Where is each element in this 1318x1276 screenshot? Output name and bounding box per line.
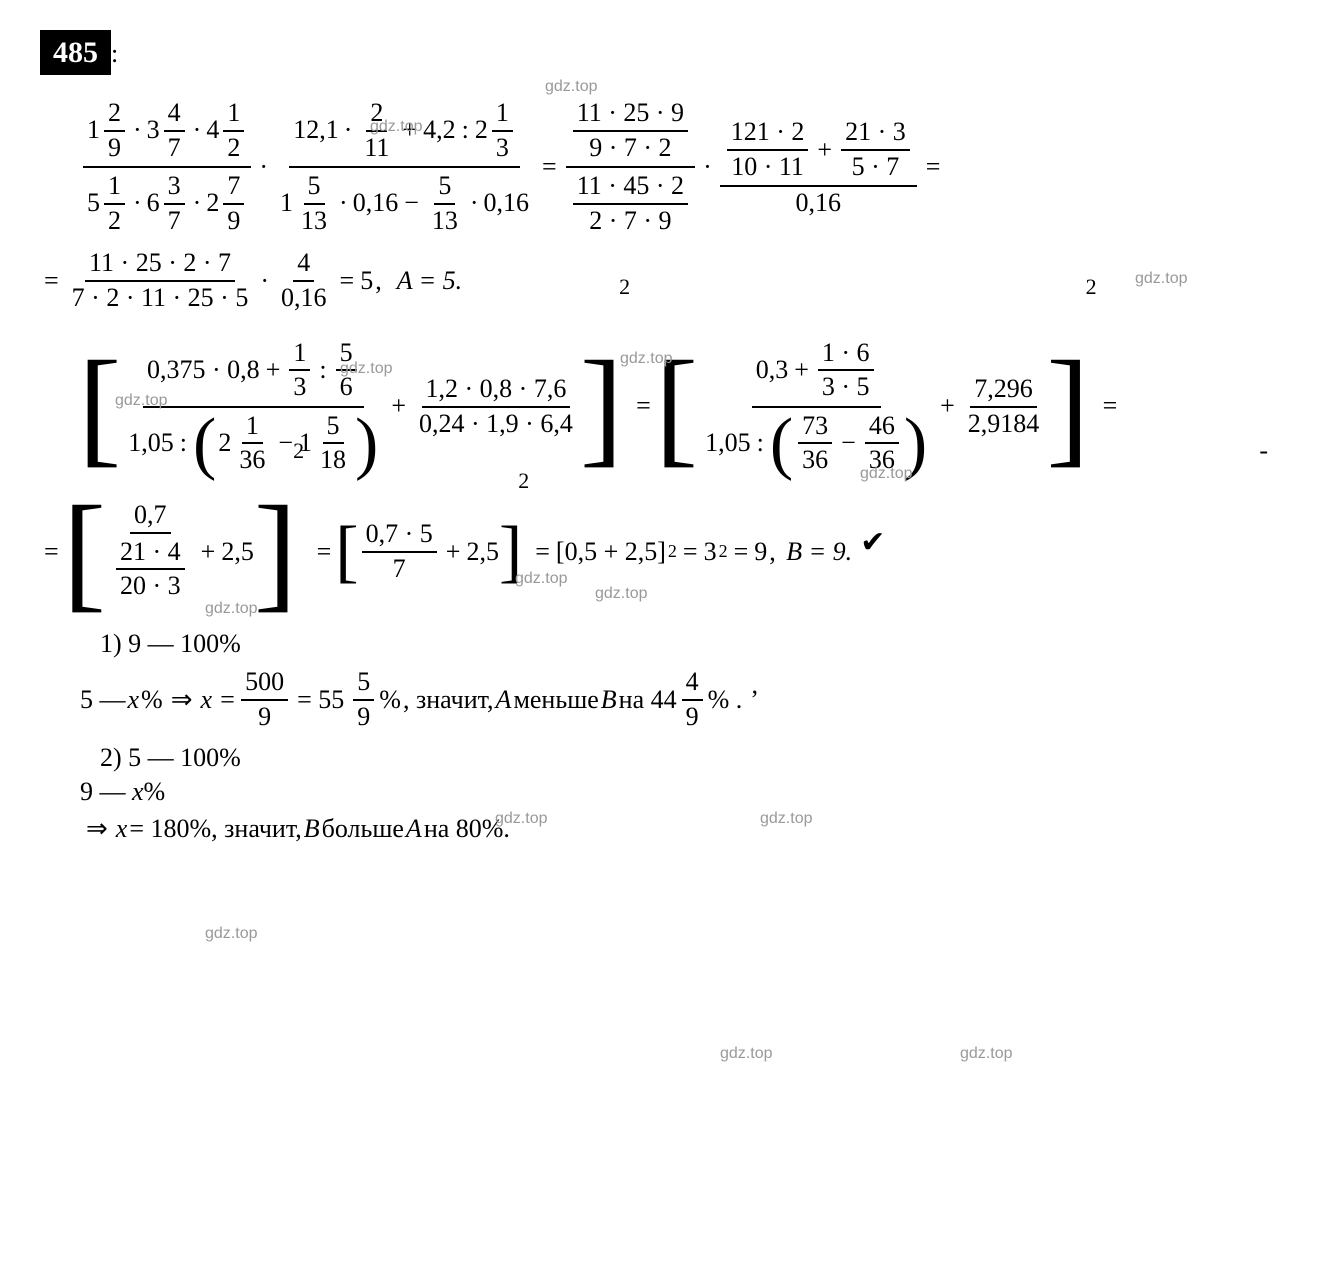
equation-line-1: 129 · 347 · 412 512 · 637 · 279 · 12,1· … [80,95,1278,239]
answer-1a: 1) 9 — 100% [100,630,1278,659]
equation-line-3: [ 0,375 · 0,8+ 13 : 56 1,05: ( 2136 − 15… [80,335,1278,479]
colon: : [111,39,118,68]
stray-dash: - [1259,437,1268,466]
answer-1b: 5 — x% ⇒ x = 5009 = 55 59 % , значит, A … [80,666,1278,733]
answer-2a: 2) 5 — 100% [100,744,1278,773]
equation-line-4: = [ 0,7 21 · 420 · 3 +2,5 ]2 = [ 0,7 · 5… [40,499,1278,605]
problem-number: 485 [40,30,111,75]
watermark: gdz.top [720,1045,772,1063]
answer-2b: 9 — x% [80,778,1278,807]
answer-2c: ⇒ x = 180%, значит, B больше A на 80%. [80,815,1278,844]
watermark: gdz.top [205,925,257,943]
watermark: gdz.top [960,1045,1012,1063]
watermark: gdz.top [545,78,597,96]
